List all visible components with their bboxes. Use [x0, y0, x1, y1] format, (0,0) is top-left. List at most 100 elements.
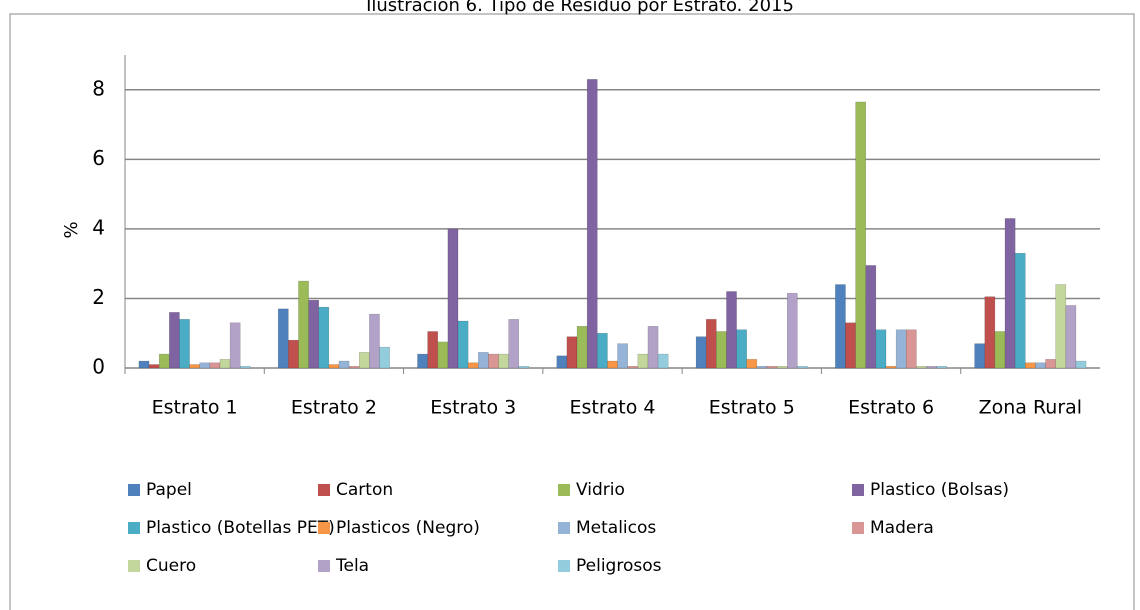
bar: [1065, 305, 1077, 369]
bar: [1075, 360, 1087, 369]
x-tick-label: Estrato 3: [430, 397, 516, 419]
bar: [288, 339, 299, 369]
legend-swatch: [128, 484, 140, 496]
bar: [229, 322, 241, 369]
bar: [467, 362, 479, 369]
bar: [906, 329, 917, 369]
bar: [586, 79, 598, 369]
bar: [1004, 218, 1016, 369]
bar: [576, 326, 588, 369]
bar: [617, 343, 628, 369]
bar: [437, 341, 449, 369]
y-tick-label: 4: [92, 215, 105, 239]
bar: [984, 296, 996, 369]
bar: [179, 319, 190, 369]
legend-label: Metalicos: [576, 518, 656, 538]
bar: [994, 331, 1006, 369]
legend-label: Papel: [146, 480, 192, 500]
bar: [936, 366, 948, 369]
bar: [726, 291, 737, 369]
bar: [478, 352, 489, 369]
bar: [328, 364, 340, 369]
bar: [786, 292, 798, 369]
y-axis-label: %: [61, 221, 82, 238]
bar: [865, 265, 877, 369]
bar: [277, 308, 289, 369]
x-tick-label: Estrato 2: [291, 397, 377, 419]
bar: [498, 353, 509, 369]
legend-swatch: [558, 522, 570, 534]
bar: [457, 320, 469, 369]
bar: [627, 366, 639, 369]
legend-label: Madera: [870, 518, 934, 538]
bar: [1035, 362, 1046, 369]
chart-title: Ilustración 6. Tipo de Residuo por Estra…: [366, 0, 794, 16]
bar: [199, 362, 211, 369]
bar: [885, 366, 897, 369]
bar: [974, 343, 986, 369]
bar: [189, 364, 200, 369]
bar: [916, 366, 927, 369]
bar: [417, 353, 428, 369]
legend-label: Peligrosos: [576, 556, 662, 576]
bar: [1045, 359, 1056, 369]
bar: [1014, 252, 1026, 369]
legend-label: Carton: [336, 480, 393, 500]
bar: [318, 306, 330, 369]
bar: [895, 329, 907, 369]
bar: [169, 312, 180, 369]
bar: [597, 332, 608, 369]
bar: [695, 336, 707, 369]
legend-label: Plastico (Bolsas): [870, 480, 1009, 500]
chart-frame: [9, 13, 1135, 610]
x-tick-label: Zona Rural: [979, 397, 1083, 419]
bar: [835, 284, 846, 369]
bar: [716, 331, 727, 369]
bar: [607, 360, 618, 369]
bar: [508, 319, 520, 369]
bar: [148, 364, 160, 369]
x-tick-label: Estrato 1: [152, 397, 238, 419]
bar: [427, 331, 439, 369]
bar: [1025, 362, 1036, 369]
bar: [756, 366, 768, 369]
legend-label: Tela: [335, 556, 369, 576]
bar: [1055, 284, 1067, 369]
bar: [379, 346, 390, 369]
bar: [518, 366, 530, 369]
y-tick-label: 6: [92, 146, 105, 170]
bar: [845, 322, 856, 369]
bar: [138, 360, 150, 369]
y-tick-label: 8: [92, 76, 105, 100]
bar: [308, 299, 319, 369]
bar: [348, 366, 360, 369]
bar: [219, 359, 231, 369]
legend-label: Vidrio: [576, 480, 625, 500]
bar: [746, 359, 758, 369]
bar: [926, 366, 937, 369]
bar: [359, 352, 370, 369]
legend-swatch: [318, 522, 330, 534]
legend-swatch: [852, 522, 864, 534]
bar: [855, 101, 866, 369]
bar: [447, 228, 459, 369]
bar: [637, 353, 649, 369]
bar: [875, 329, 887, 369]
legend-swatch: [128, 522, 140, 534]
y-tick-label: 0: [92, 355, 105, 379]
bar: [705, 319, 717, 369]
legend-label: Cuero: [146, 556, 196, 576]
bar: [766, 366, 778, 369]
bar: [566, 336, 578, 369]
bar: [776, 366, 788, 369]
y-tick-label: 2: [92, 285, 105, 309]
bar: [158, 353, 170, 369]
legend-swatch: [852, 484, 864, 496]
legend-swatch: [558, 560, 570, 572]
legend-label: Plasticos (Negro): [336, 518, 480, 538]
bar: [488, 353, 499, 369]
title-bg: [420, 0, 880, 13]
legend-label: Plastico (Botellas PET): [146, 518, 335, 538]
